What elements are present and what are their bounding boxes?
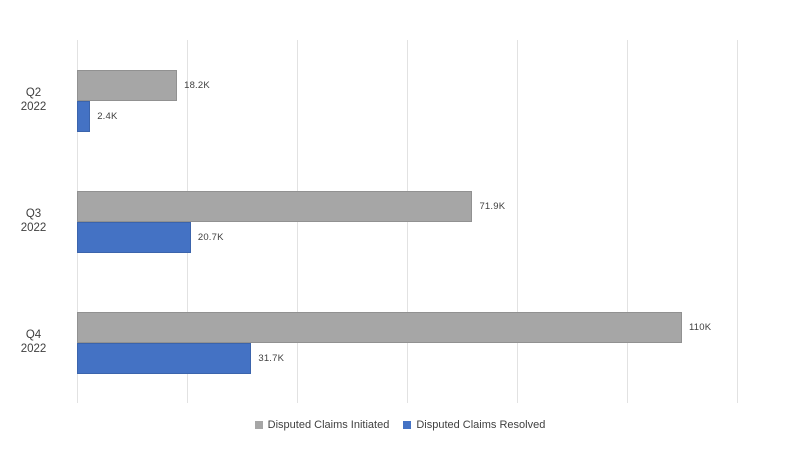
data-label-q4-2022-disputed-claims-initiated: 110K	[689, 321, 712, 333]
gridline	[297, 40, 298, 403]
gridline	[517, 40, 518, 403]
data-label-q3-2022-disputed-claims-resolved: 20.7K	[197, 231, 224, 243]
bar-q4-2022-disputed-claims-resolved	[77, 342, 252, 374]
category-label-q2-2022: Q2 2022	[20, 86, 47, 114]
legend-item-disputed-claims-initiated: Disputed Claims Initiated	[254, 419, 390, 431]
gridline	[407, 40, 408, 403]
legend-label: Disputed Claims Initiated	[267, 419, 390, 431]
bar-q3-2022-disputed-claims-initiated	[77, 190, 473, 222]
bar-q4-2022-disputed-claims-initiated	[77, 311, 682, 343]
legend-label: Disputed Claims Resolved	[416, 419, 546, 431]
legend-swatch-icon	[254, 421, 263, 429]
bar-q2-2022-disputed-claims-initiated	[77, 69, 178, 101]
bar-q3-2022-disputed-claims-resolved	[77, 221, 191, 253]
plot-area: 18.2K 2.4K 71.9K 20.7K 110K 31.7K	[77, 40, 738, 403]
data-label-q3-2022-disputed-claims-initiated: 71.9K	[479, 200, 506, 212]
category-label-q4-2022: Q4 2022	[20, 328, 47, 356]
data-label-q2-2022-disputed-claims-resolved: 2.4K	[97, 110, 118, 122]
legend-item-disputed-claims-resolved: Disputed Claims Resolved	[403, 419, 545, 431]
category-label-q3-2022: Q3 2022	[20, 207, 47, 235]
bar-q2-2022-disputed-claims-resolved	[77, 100, 91, 132]
data-label-q4-2022-disputed-claims-resolved: 31.7K	[258, 352, 285, 364]
gridline	[737, 40, 738, 403]
gridline	[627, 40, 628, 403]
legend: Disputed Claims Initiated Disputed Claims…	[0, 414, 800, 436]
data-label-q2-2022-disputed-claims-initiated: 18.2K	[184, 79, 210, 91]
legend-swatch-icon	[403, 421, 412, 429]
